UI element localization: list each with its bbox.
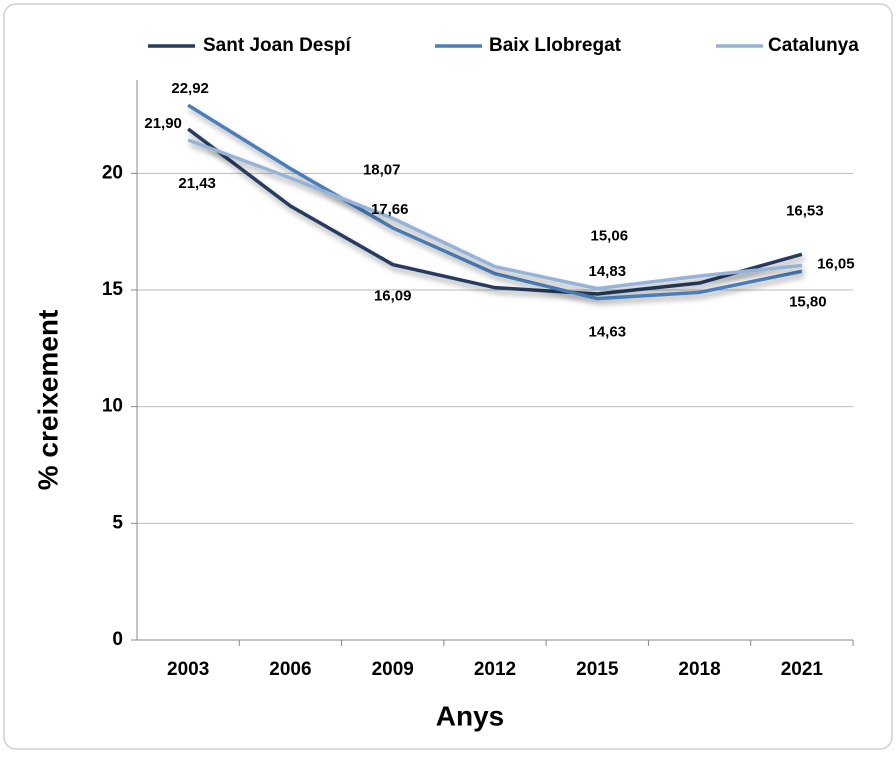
x-tick-label: 2021 — [781, 659, 824, 680]
legend-label: Catalunya — [768, 35, 859, 56]
data-label: 17,66 — [371, 201, 409, 218]
data-label: 16,05 — [817, 255, 855, 272]
data-label: 14,83 — [589, 263, 627, 280]
data-label: 15,80 — [789, 293, 827, 310]
x-tick-label: 2015 — [576, 659, 619, 680]
data-label: 16,53 — [786, 202, 824, 219]
data-label: 15,06 — [591, 228, 629, 245]
legend-label: Baix Llobregat — [489, 35, 622, 56]
data-label: 18,07 — [363, 161, 401, 178]
x-tick-label: 2003 — [167, 659, 209, 680]
data-label: 22,92 — [171, 80, 209, 97]
x-tick-label: 2006 — [269, 659, 311, 680]
series-line — [187, 138, 803, 291]
series-line — [187, 127, 803, 296]
x-tick-label: 2009 — [372, 659, 414, 680]
data-label: 21,43 — [178, 175, 216, 192]
y-axis-title: % creixement — [32, 310, 63, 491]
x-tick-label: 2012 — [474, 659, 516, 680]
frame — [3, 3, 893, 750]
legend-label: Sant Joan Despí — [203, 35, 352, 56]
y-tick-label: 20 — [102, 162, 123, 183]
x-tick-label: 2018 — [678, 659, 720, 680]
y-tick-label: 5 — [112, 512, 123, 533]
data-label: 16,09 — [374, 288, 412, 305]
y-tick-label: 10 — [102, 396, 123, 417]
data-label: 14,63 — [589, 324, 627, 341]
x-axis-title: Anys — [436, 700, 504, 731]
y-tick-label: 0 — [112, 629, 123, 650]
series-line — [187, 103, 803, 301]
data-label: 21,90 — [144, 115, 182, 132]
y-tick-label: 15 — [102, 279, 124, 300]
